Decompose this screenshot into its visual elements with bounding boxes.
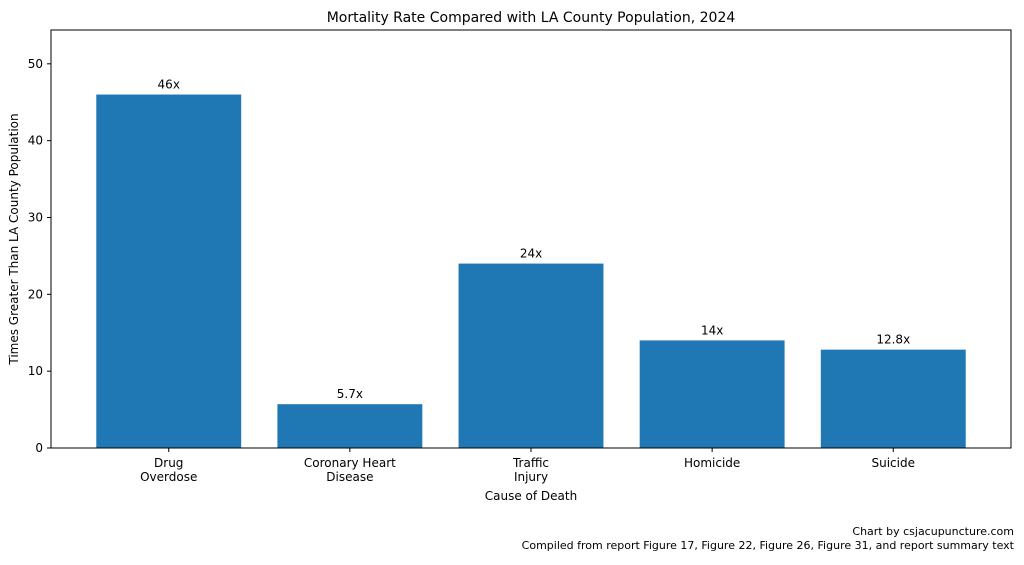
data-label: 14x bbox=[701, 323, 723, 337]
y-tick-label: 10 bbox=[28, 364, 43, 378]
bar bbox=[96, 94, 242, 448]
data-label: 24x bbox=[520, 247, 542, 261]
x-tick-label: Traffic bbox=[512, 456, 549, 470]
y-tick-label: 0 bbox=[35, 441, 43, 455]
x-axis-label: Cause of Death bbox=[485, 489, 577, 503]
x-tick-label: Homicide bbox=[684, 456, 740, 470]
x-tick-label: Injury bbox=[514, 470, 548, 484]
x-tick-label: Disease bbox=[326, 470, 373, 484]
data-label: 12.8x bbox=[876, 333, 910, 347]
x-tick-label: Overdose bbox=[140, 470, 197, 484]
bar bbox=[277, 404, 423, 448]
y-tick-label: 30 bbox=[28, 210, 43, 224]
data-label: 46x bbox=[158, 78, 180, 92]
y-tick-label: 40 bbox=[28, 134, 43, 148]
x-tick-label: Coronary Heart bbox=[304, 456, 396, 470]
x-tick-label: Drug bbox=[154, 456, 183, 470]
plot-frame bbox=[50, 29, 1012, 449]
y-tick-label: 20 bbox=[28, 287, 43, 301]
data-label: 5.7x bbox=[337, 387, 363, 401]
y-axis-label: Times Greater Than LA County Population bbox=[7, 113, 21, 365]
bar bbox=[458, 263, 604, 448]
y-tick-label: 50 bbox=[28, 57, 43, 71]
bar bbox=[639, 340, 785, 448]
bar bbox=[820, 349, 966, 448]
x-tick-label: Suicide bbox=[872, 456, 916, 470]
chart-title: Mortality Rate Compared with LA County P… bbox=[327, 10, 736, 26]
footer-credit: Chart by csjacupuncture.com bbox=[852, 525, 1014, 538]
footer-source: Compiled from report Figure 17, Figure 2… bbox=[522, 539, 1015, 552]
